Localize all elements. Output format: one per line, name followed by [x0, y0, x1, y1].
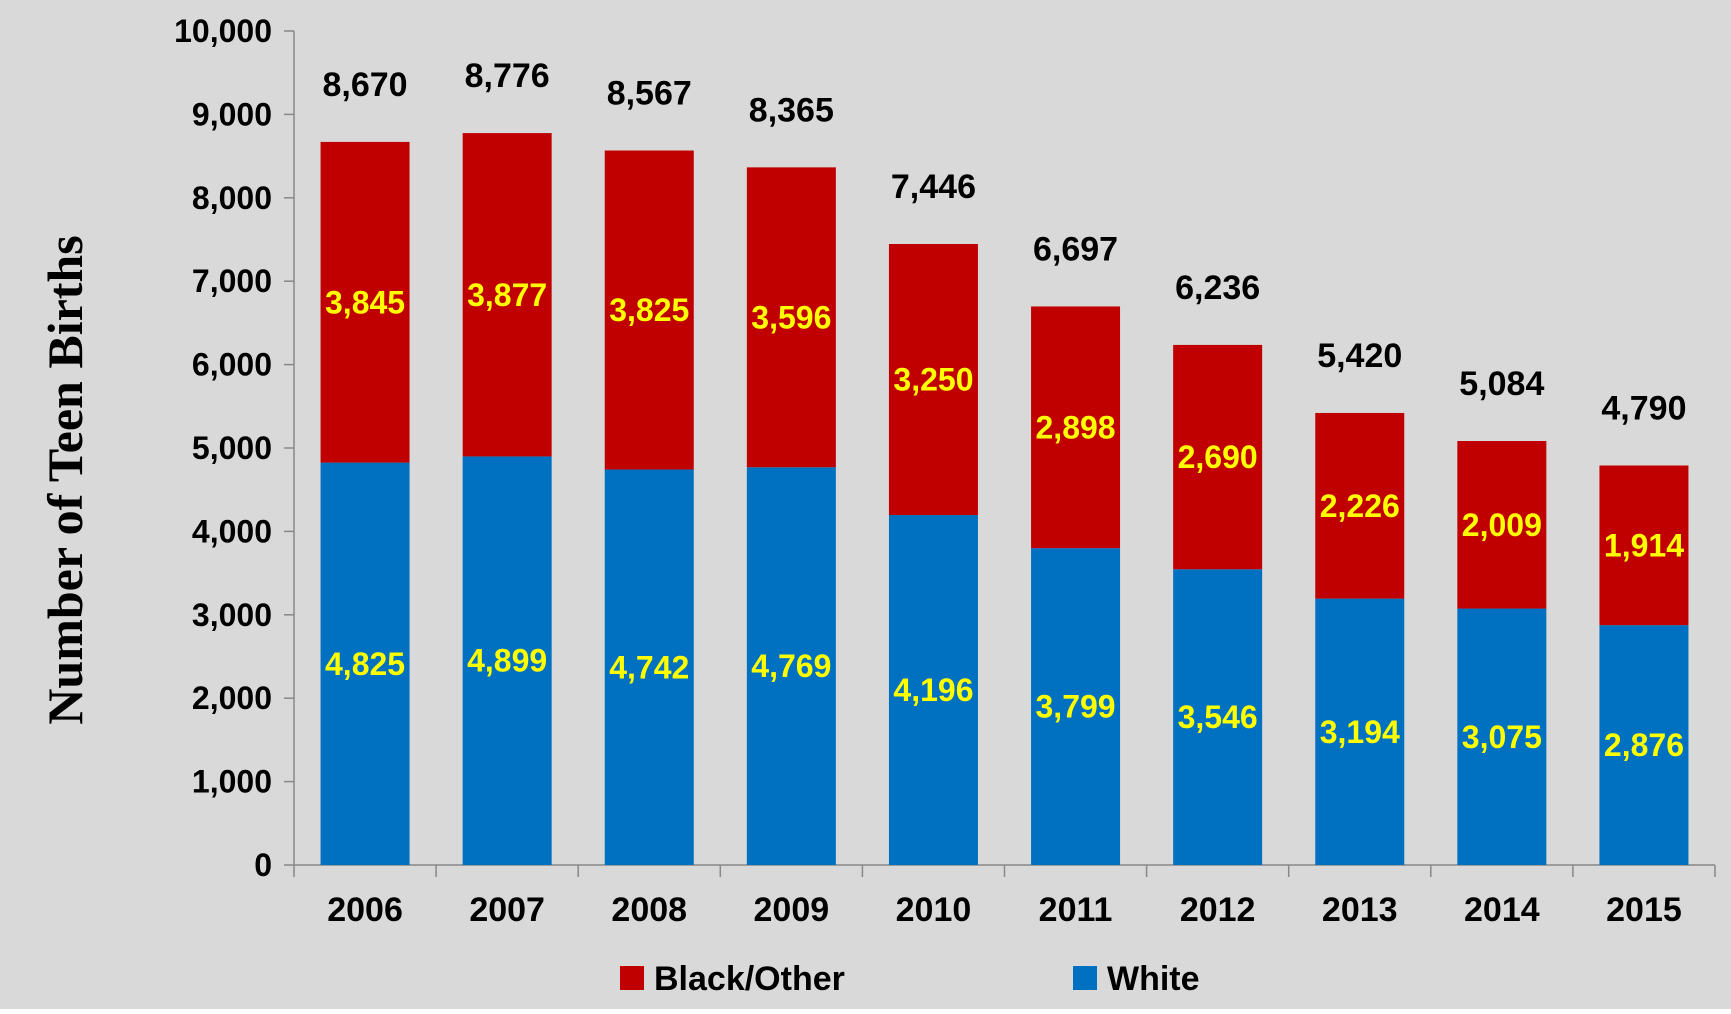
y-tick-label: 0 [254, 847, 272, 883]
bar-white [888, 515, 978, 865]
data-label-black-other: 2,690 [1178, 439, 1258, 475]
bar-black-other [1173, 344, 1263, 570]
y-tick-label: 2,000 [192, 680, 272, 716]
data-label-white: 4,196 [893, 672, 973, 708]
bar-black-other [1315, 412, 1405, 599]
bar-black-other [604, 150, 694, 470]
data-label-total: 8,365 [749, 91, 834, 129]
y-tick-label: 7,000 [192, 263, 272, 299]
y-tick-label: 8,000 [192, 180, 272, 216]
y-tick-label: 1,000 [192, 764, 272, 800]
x-tick-label: 2011 [1039, 891, 1113, 929]
bar-white [1457, 608, 1547, 865]
data-label-white: 4,769 [751, 648, 831, 684]
bar-white [1031, 548, 1121, 865]
data-label-total: 6,697 [1033, 230, 1118, 268]
bar-white [462, 456, 552, 865]
data-label-white: 3,194 [1320, 714, 1400, 750]
x-tick-label: 2007 [469, 891, 545, 929]
x-tick-label: 2008 [611, 891, 687, 929]
bar-white [604, 469, 694, 865]
y-tick-label: 5,000 [192, 430, 272, 466]
y-tick-label: 10,000 [174, 13, 272, 49]
data-label-total: 7,446 [891, 168, 976, 206]
bar-black-other [320, 141, 410, 463]
bar-white [746, 467, 836, 865]
data-label-white: 4,825 [325, 646, 405, 682]
x-tick-label: 2013 [1322, 891, 1398, 929]
x-tick-label: 2006 [327, 891, 403, 929]
data-label-white: 4,742 [609, 649, 689, 685]
y-axis: 0 1,000 2,000 3,000 4,000 5,000 6,000 7,000 8,00… [174, 13, 295, 883]
data-label-black-other: 3,596 [751, 299, 831, 335]
data-label-black-other: 3,250 [893, 362, 973, 398]
x-tick-label: 2014 [1464, 891, 1540, 929]
data-label-white: 3,799 [1036, 689, 1116, 725]
data-label-black-other: 1,914 [1604, 527, 1684, 563]
data-labels: 4,825 3,845 8,670 4,899 3,877 8,776 4,742 3,825… [323, 57, 1687, 763]
data-label-black-other: 2,226 [1320, 488, 1400, 524]
x-tick-label: 2015 [1606, 891, 1682, 929]
bar-black-other [1031, 306, 1121, 549]
data-label-white: 3,075 [1462, 719, 1542, 755]
legend-label: Black/Other [654, 960, 845, 998]
data-label-white: 3,546 [1178, 699, 1258, 735]
data-label-black-other: 3,825 [609, 292, 689, 328]
legend: Black/Other White [620, 960, 1200, 998]
bars [320, 133, 1689, 865]
y-tick-label: 3,000 [192, 597, 272, 633]
data-label-total: 8,776 [465, 57, 550, 95]
data-label-total: 5,084 [1459, 365, 1544, 403]
data-label-white: 2,876 [1604, 727, 1684, 763]
bar-white [1599, 625, 1689, 865]
data-label-total: 6,236 [1175, 269, 1260, 307]
bar-black-other [1457, 440, 1547, 609]
data-label-total: 4,790 [1601, 390, 1686, 428]
data-label-black-other: 3,877 [467, 277, 547, 313]
bar-black-other [462, 133, 552, 457]
x-tick-label: 2012 [1180, 891, 1256, 929]
data-label-total: 8,670 [323, 66, 408, 104]
y-tick-label: 4,000 [192, 513, 272, 549]
bar-white [1315, 598, 1405, 865]
legend-swatch [1073, 966, 1097, 990]
bar-black-other [746, 167, 836, 468]
bar-white [1173, 569, 1263, 865]
legend-label: White [1107, 960, 1200, 998]
data-label-black-other: 2,898 [1036, 409, 1116, 445]
bar-black-other [1599, 465, 1689, 626]
data-label-white: 4,899 [467, 643, 547, 679]
bar-black-other [888, 244, 978, 516]
y-tick-label: 9,000 [192, 96, 272, 132]
data-label-black-other: 2,009 [1462, 507, 1542, 543]
y-axis-title: Number of Teen Births [37, 235, 93, 724]
data-label-black-other: 3,845 [325, 284, 405, 320]
legend-swatch [620, 966, 644, 990]
x-tick-label: 2009 [754, 891, 830, 929]
y-tick-label: 6,000 [192, 347, 272, 383]
data-label-total: 5,420 [1317, 337, 1402, 375]
data-label-total: 8,567 [607, 75, 692, 113]
x-tick-label: 2010 [896, 891, 972, 929]
bar-white [320, 462, 410, 865]
